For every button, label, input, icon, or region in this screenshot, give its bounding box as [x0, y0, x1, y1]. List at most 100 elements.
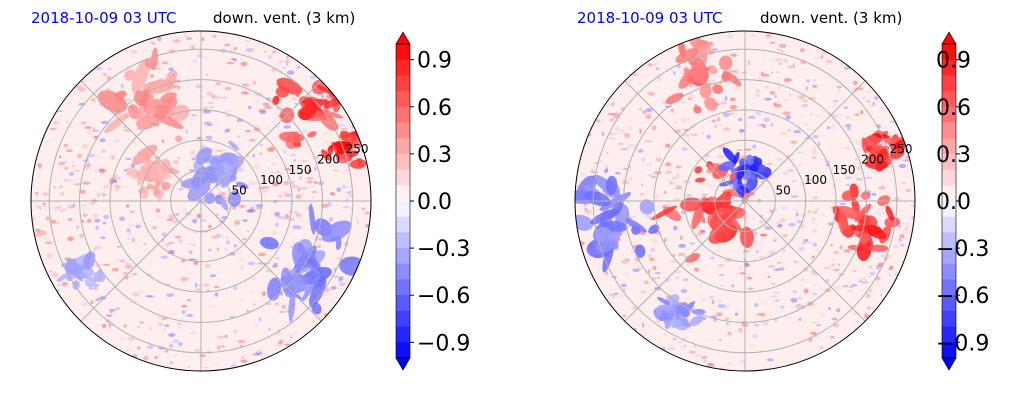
chart-panel-2: 2018-10-09 03 UTC down. vent. (3 km) 50 1… [518, 0, 1036, 401]
field-speckle [701, 132, 705, 135]
field-speckle [90, 300, 94, 304]
field-speckle [40, 174, 47, 179]
field-speckle [164, 286, 168, 291]
field-speckle [356, 220, 360, 224]
field-speckle [717, 117, 721, 122]
field-speckle [611, 102, 615, 107]
field-speckle [762, 56, 766, 61]
field-speckle [680, 288, 688, 294]
field-speckle [871, 101, 876, 107]
field-speckle [213, 363, 219, 365]
field-speckle [161, 61, 169, 65]
field-speckle [278, 216, 287, 220]
field-speckle [639, 128, 642, 134]
field-speckle [629, 215, 636, 219]
field-speckle [605, 167, 609, 172]
field-speckle [654, 272, 661, 275]
field-speckle [210, 274, 217, 278]
field-speckle [211, 150, 216, 156]
field-speckle [689, 85, 693, 88]
field-feature [144, 58, 156, 69]
field-speckle [873, 202, 878, 206]
field-speckle [699, 283, 703, 288]
colorbar-segment [396, 248, 410, 265]
field-speckle [217, 115, 225, 118]
field-speckle [64, 159, 68, 164]
field-speckle [645, 114, 652, 119]
field-speckle [209, 105, 213, 109]
field-speckle [252, 47, 255, 53]
field-speckle [102, 221, 107, 225]
field-speckle [853, 80, 858, 86]
field-speckle [681, 147, 688, 151]
field-speckle [68, 171, 75, 177]
field-speckle [583, 203, 587, 207]
field-speckle [154, 355, 158, 359]
colorbar-extend-top [941, 31, 957, 45]
field-speckle [87, 129, 93, 135]
field-speckle [82, 213, 88, 217]
field-feature [648, 224, 660, 234]
field-speckle [217, 345, 221, 350]
field-speckle [165, 246, 169, 250]
field-speckle [612, 155, 620, 161]
field-feature [868, 134, 880, 144]
field-speckle [759, 82, 767, 86]
colorbar-segment [942, 138, 956, 155]
field-speckle [739, 248, 742, 251]
radial-tick-label: 50 [232, 184, 247, 198]
field-speckle [629, 143, 636, 147]
field-speckle [275, 222, 279, 227]
field-speckle [204, 263, 211, 268]
colorbar-segment [942, 185, 956, 202]
field-speckle [701, 194, 708, 196]
field-speckle [224, 43, 231, 47]
field-speckle [609, 132, 616, 136]
colorbar-segment [942, 122, 956, 139]
field-speckle [607, 112, 615, 116]
field-speckle [79, 233, 84, 238]
field-speckle [246, 209, 254, 213]
field-speckle [716, 312, 723, 317]
field-speckle [253, 222, 257, 226]
field-speckle [178, 342, 183, 347]
field-speckle [216, 206, 224, 210]
field-speckle [290, 185, 299, 189]
field-speckle [857, 91, 862, 95]
field-speckle [225, 114, 232, 117]
field-speckle [795, 220, 802, 224]
field-speckle [99, 168, 106, 174]
field-speckle [302, 187, 309, 190]
field-speckle [795, 212, 799, 217]
field-speckle [73, 169, 81, 172]
field-speckle [216, 335, 225, 339]
field-speckle [74, 183, 82, 186]
field-feature [272, 95, 280, 106]
field-speckle [37, 163, 42, 168]
field-speckle [853, 269, 857, 272]
field-speckle [207, 310, 212, 314]
field-speckle [861, 178, 863, 182]
field-speckle [648, 216, 652, 220]
field-speckle [189, 150, 196, 156]
colorbar-segment [396, 310, 410, 328]
field-speckle [292, 224, 301, 230]
field-speckle [67, 236, 74, 242]
field-speckle [806, 79, 810, 83]
field-speckle [226, 61, 235, 65]
field-speckle [306, 71, 310, 74]
colorbar-tick-label: 0.9 [936, 49, 971, 74]
field-speckle [867, 306, 870, 309]
colorbar-tick-label: 0.6 [417, 96, 452, 121]
field-speckle [63, 143, 69, 148]
field-speckle [49, 235, 53, 239]
field-speckle [228, 109, 232, 112]
field-speckle [709, 257, 716, 260]
field-speckle [157, 344, 163, 347]
grid-spoke [80, 200, 202, 322]
field-speckle [246, 230, 250, 233]
field-speckle [73, 158, 76, 161]
field-speckle [128, 223, 135, 227]
field-speckle [227, 238, 234, 243]
field-speckle [598, 278, 604, 281]
